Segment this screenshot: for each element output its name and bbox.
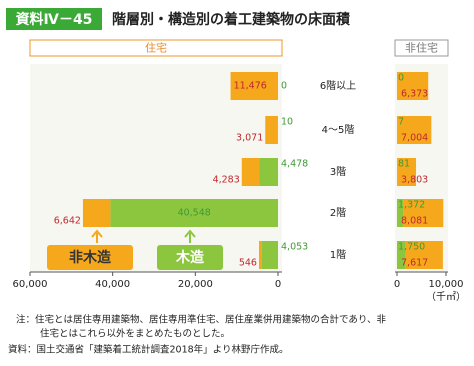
panel-title: 非住宅 — [405, 41, 438, 55]
value-label: 40,548 — [178, 208, 211, 219]
value-label: 10 — [281, 117, 293, 128]
bar — [397, 116, 432, 144]
bar — [258, 241, 262, 269]
value-label: 3,803 — [401, 175, 428, 186]
value-label: 7,617 — [401, 258, 428, 269]
value-label: 81 — [398, 159, 410, 170]
bar — [82, 199, 111, 227]
bar — [265, 116, 278, 144]
category-label: 6階以上 — [320, 80, 356, 92]
category-label: 3階 — [330, 166, 346, 178]
value-label: 4,478 — [281, 159, 308, 170]
value-label: 546 — [239, 258, 257, 269]
legend-arrow — [184, 229, 196, 243]
value-label: 3,071 — [236, 133, 263, 144]
chart-title: 階層別・構造別の着工建築物の床面積 — [112, 11, 351, 28]
x-tick-label: 0 — [394, 279, 400, 290]
bar — [403, 199, 444, 227]
value-label: 0 — [398, 73, 404, 84]
bar — [259, 158, 278, 186]
value-label: 7 — [398, 117, 404, 128]
value-label: 4,283 — [213, 175, 240, 186]
value-label: 1,750 — [398, 242, 425, 253]
value-label: 7,004 — [401, 133, 428, 144]
bar — [397, 72, 429, 100]
bar — [241, 158, 260, 186]
value-label: 11,476 — [234, 81, 267, 92]
bar — [261, 241, 278, 269]
value-label: 4,053 — [281, 242, 308, 253]
bar — [397, 199, 404, 227]
category-label: 2階 — [330, 207, 346, 219]
source: 資料：国土交通省「建築着工統計調査2018年」より林野庁作成。 — [8, 344, 289, 356]
bar — [397, 241, 406, 269]
bar — [230, 72, 278, 100]
legend-box — [47, 245, 133, 270]
value-label: 8,081 — [401, 216, 428, 227]
x-tick-label: 60,000 — [13, 279, 48, 290]
note: 住宅とはこれら以外をまとめたものとした。 — [40, 328, 230, 340]
x-tick-label: 10,000 — [429, 279, 464, 290]
legend-box — [157, 245, 223, 270]
panel-title: 住宅 — [145, 41, 167, 55]
legend-label: 非木造 — [69, 249, 111, 266]
label-box — [6, 8, 102, 30]
panel-header — [29, 39, 283, 57]
legend-arrow — [91, 229, 103, 243]
figure-label: 資料Ⅳ－45 — [16, 11, 93, 28]
note: 注：住宅とは居住専用建築物、居住専用準住宅、居住産業併用建築物の合計であり、非 — [16, 314, 387, 326]
bar — [110, 199, 278, 227]
bar — [405, 241, 443, 269]
value-label: 6,642 — [54, 216, 81, 227]
category-label: 1階 — [330, 249, 346, 261]
x-axis-label: （千㎡） — [426, 291, 466, 303]
category-label: 4～5階 — [322, 124, 355, 136]
x-tick-label: 40,000 — [95, 279, 130, 290]
panel-header — [394, 39, 449, 57]
x-tick-label: 0 — [275, 279, 281, 290]
value-label: 0 — [281, 81, 287, 92]
legend-label: 木造 — [175, 249, 204, 266]
x-tick-label: 20,000 — [178, 279, 213, 290]
value-label: 6,373 — [401, 89, 428, 100]
bar — [397, 158, 417, 186]
value-label: 1,372 — [398, 200, 425, 211]
